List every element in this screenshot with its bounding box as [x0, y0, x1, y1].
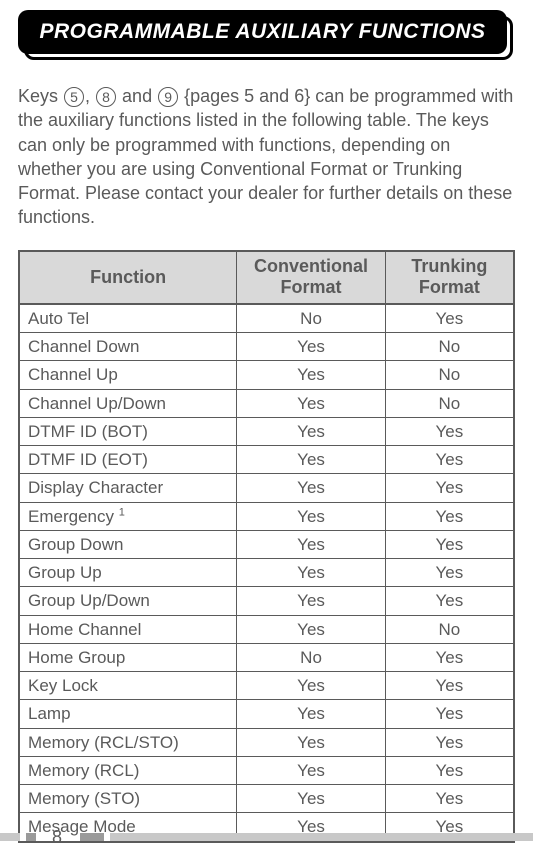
conventional-cell: Yes	[237, 333, 386, 361]
trunking-cell: No	[385, 333, 514, 361]
header-function: Function	[19, 251, 237, 304]
conventional-cell: Yes	[237, 587, 386, 615]
conventional-cell: Yes	[237, 756, 386, 784]
functions-table: Function ConventionalFormat TrunkingForm…	[18, 250, 515, 843]
table-row: Key LockYesYes	[19, 672, 514, 700]
function-cell: Home Group	[19, 643, 237, 671]
function-cell: Emergency 1	[19, 502, 237, 530]
function-cell: Channel Up	[19, 361, 237, 389]
table-row: Home GroupNoYes	[19, 643, 514, 671]
conventional-cell: No	[237, 304, 386, 333]
table-row: Display CharacterYesYes	[19, 474, 514, 502]
conventional-cell: Yes	[237, 700, 386, 728]
trunking-cell: Yes	[385, 587, 514, 615]
footnote-ref: 1	[119, 506, 125, 518]
trunking-cell: No	[385, 615, 514, 643]
conventional-cell: No	[237, 643, 386, 671]
trunking-cell: Yes	[385, 474, 514, 502]
trunking-cell: Yes	[385, 417, 514, 445]
conventional-cell: Yes	[237, 361, 386, 389]
function-cell: Lamp	[19, 700, 237, 728]
table-row: Home ChannelYesNo	[19, 615, 514, 643]
footer-bar-segment	[26, 833, 36, 841]
key-5-icon: 5	[64, 87, 84, 107]
function-cell: Display Character	[19, 474, 237, 502]
table-row: Group DownYesYes	[19, 530, 514, 558]
table-row: Memory (RCL/STO)YesYes	[19, 728, 514, 756]
conventional-cell: Yes	[237, 446, 386, 474]
table-row: Group Up/DownYesYes	[19, 587, 514, 615]
function-cell: Auto Tel	[19, 304, 237, 333]
function-cell: Channel Up/Down	[19, 389, 237, 417]
page-number: 8	[48, 827, 70, 848]
function-cell: DTMF ID (EOT)	[19, 446, 237, 474]
conventional-cell: Yes	[237, 728, 386, 756]
trunking-cell: Yes	[385, 728, 514, 756]
trunking-cell: Yes	[385, 304, 514, 333]
title-banner: PROGRAMMABLE AUXILIARY FUNCTIONS	[18, 10, 515, 66]
table-row: Auto TelNoYes	[19, 304, 514, 333]
conventional-cell: Yes	[237, 474, 386, 502]
trunking-cell: No	[385, 389, 514, 417]
key-9-icon: 9	[158, 87, 178, 107]
function-cell: Group Up	[19, 559, 237, 587]
conventional-cell: Yes	[237, 389, 386, 417]
function-cell: Memory (RCL)	[19, 756, 237, 784]
intro-paragraph: Keys 5, 8 and 9 {pages 5 and 6} can be p…	[18, 84, 515, 230]
header-conventional: ConventionalFormat	[237, 251, 386, 304]
table-row: Channel DownYesNo	[19, 333, 514, 361]
trunking-cell: Yes	[385, 643, 514, 671]
trunking-cell: Yes	[385, 785, 514, 813]
conventional-cell: Yes	[237, 785, 386, 813]
function-cell: Group Up/Down	[19, 587, 237, 615]
trunking-cell: Yes	[385, 756, 514, 784]
conventional-cell: Yes	[237, 417, 386, 445]
header-trunking: TrunkingFormat	[385, 251, 514, 304]
table-row: DTMF ID (EOT)YesYes	[19, 446, 514, 474]
table-row: Emergency 1YesYes	[19, 502, 514, 530]
conventional-cell: Yes	[237, 530, 386, 558]
trunking-cell: Yes	[385, 559, 514, 587]
trunking-cell: Yes	[385, 446, 514, 474]
table-row: Channel UpYesNo	[19, 361, 514, 389]
function-cell: Memory (RCL/STO)	[19, 728, 237, 756]
trunking-cell: Yes	[385, 672, 514, 700]
function-cell: DTMF ID (BOT)	[19, 417, 237, 445]
footer-bar-segment	[0, 833, 20, 841]
table-row: DTMF ID (BOT)YesYes	[19, 417, 514, 445]
table-row: LampYesYes	[19, 700, 514, 728]
table-row: Group UpYesYes	[19, 559, 514, 587]
conventional-cell: Yes	[237, 559, 386, 587]
conventional-cell: Yes	[237, 615, 386, 643]
key-8-icon: 8	[96, 87, 116, 107]
table-row: Memory (STO)YesYes	[19, 785, 514, 813]
page-footer: 8	[0, 827, 533, 847]
trunking-cell: No	[385, 361, 514, 389]
page-title: PROGRAMMABLE AUXILIARY FUNCTIONS	[39, 20, 485, 44]
trunking-cell: Yes	[385, 700, 514, 728]
conventional-cell: Yes	[237, 502, 386, 530]
conventional-cell: Yes	[237, 672, 386, 700]
trunking-cell: Yes	[385, 502, 514, 530]
function-cell: Memory (STO)	[19, 785, 237, 813]
function-cell: Home Channel	[19, 615, 237, 643]
footer-bar-segment	[110, 833, 533, 841]
function-cell: Key Lock	[19, 672, 237, 700]
trunking-cell: Yes	[385, 530, 514, 558]
footer-bar-segment	[80, 833, 104, 841]
table-row: Channel Up/DownYesNo	[19, 389, 514, 417]
table-row: Memory (RCL)YesYes	[19, 756, 514, 784]
function-cell: Channel Down	[19, 333, 237, 361]
table-header-row: Function ConventionalFormat TrunkingForm…	[19, 251, 514, 304]
function-cell: Group Down	[19, 530, 237, 558]
